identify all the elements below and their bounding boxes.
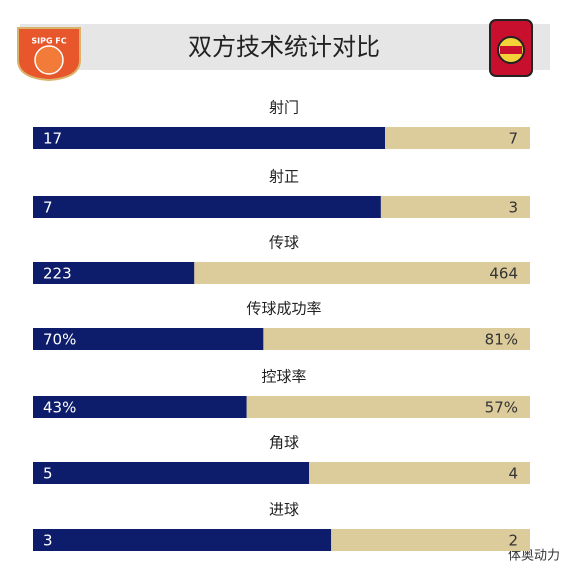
category-label: 传球 bbox=[269, 234, 299, 252]
right-value-label: 4 bbox=[508, 465, 518, 483]
left-bar bbox=[33, 328, 264, 350]
left-logo-emblem bbox=[34, 45, 64, 75]
left-value-label: 223 bbox=[43, 265, 72, 283]
left-value-label: 43% bbox=[43, 399, 76, 417]
watermark: 体奥动力 bbox=[508, 549, 560, 564]
left-bar bbox=[33, 196, 381, 218]
left-value-label: 7 bbox=[43, 199, 53, 217]
left-bar bbox=[33, 127, 386, 149]
left-bar bbox=[33, 396, 247, 418]
category-label: 射门 bbox=[269, 99, 299, 117]
left-logo-text: SIPG FC bbox=[31, 37, 66, 46]
right-bar bbox=[263, 328, 530, 350]
left-value-label: 3 bbox=[43, 532, 53, 550]
right-value-label: 7 bbox=[508, 130, 518, 148]
left-bar bbox=[33, 262, 195, 284]
category-label: 进球 bbox=[269, 501, 299, 519]
right-value-label: 464 bbox=[489, 265, 518, 283]
right-value-label: 3 bbox=[508, 199, 518, 217]
category-label: 传球成功率 bbox=[246, 300, 321, 318]
right-bar bbox=[309, 462, 530, 484]
right-logo bbox=[489, 19, 533, 77]
left-value-label: 17 bbox=[43, 130, 62, 148]
right-bar bbox=[246, 396, 530, 418]
right-bar bbox=[194, 262, 530, 284]
left-logo: SIPG FC bbox=[17, 27, 81, 82]
right-value-label: 81% bbox=[485, 331, 518, 349]
right-bar bbox=[331, 529, 530, 551]
header-bar bbox=[20, 24, 550, 70]
right-logo-band bbox=[500, 46, 522, 54]
chart-title: 双方技术统计对比 bbox=[188, 33, 380, 61]
category-label: 角球 bbox=[269, 434, 299, 452]
category-label: 控球率 bbox=[261, 368, 306, 386]
right-value-label: 2 bbox=[508, 532, 518, 550]
right-bar bbox=[385, 127, 530, 149]
left-bar bbox=[33, 462, 310, 484]
category-label: 射正 bbox=[269, 168, 299, 186]
left-bar bbox=[33, 529, 332, 551]
right-bar bbox=[380, 196, 530, 218]
left-value-label: 5 bbox=[43, 465, 53, 483]
right-value-label: 57% bbox=[485, 399, 518, 417]
left-value-label: 70% bbox=[43, 331, 76, 349]
